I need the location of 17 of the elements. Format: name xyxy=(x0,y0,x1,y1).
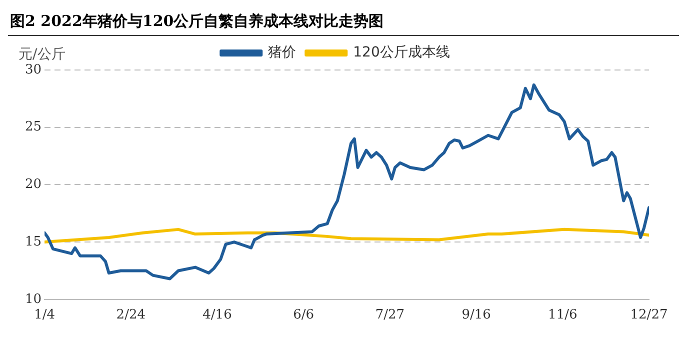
legend-label: 猪价 xyxy=(268,44,296,61)
y-axis-title: 元/公斤 xyxy=(18,46,66,63)
y-tick-label: 15 xyxy=(24,234,42,250)
legend-label: 120公斤成本线 xyxy=(353,44,450,61)
x-tick-label: 1/4 xyxy=(34,308,56,323)
y-tick-label: 25 xyxy=(24,120,42,135)
x-tick-label: 11/6 xyxy=(548,308,578,323)
chart-title: 图2 2022年猪价与120公斤自繁自养成本线对比走势图 xyxy=(8,8,679,36)
x-tick-label: 6/6 xyxy=(293,308,314,323)
x-tick-label: 2/24 xyxy=(116,308,146,323)
x-tick-label: 12/27 xyxy=(630,308,668,323)
y-tick-label: 30 xyxy=(24,62,42,78)
x-tick-label: 7/27 xyxy=(375,308,405,323)
x-tick-label: 4/16 xyxy=(202,308,232,323)
y-tick-label: 10 xyxy=(24,292,42,307)
x-tick-label: 9/16 xyxy=(462,308,491,323)
y-tick-label: 20 xyxy=(24,177,42,192)
